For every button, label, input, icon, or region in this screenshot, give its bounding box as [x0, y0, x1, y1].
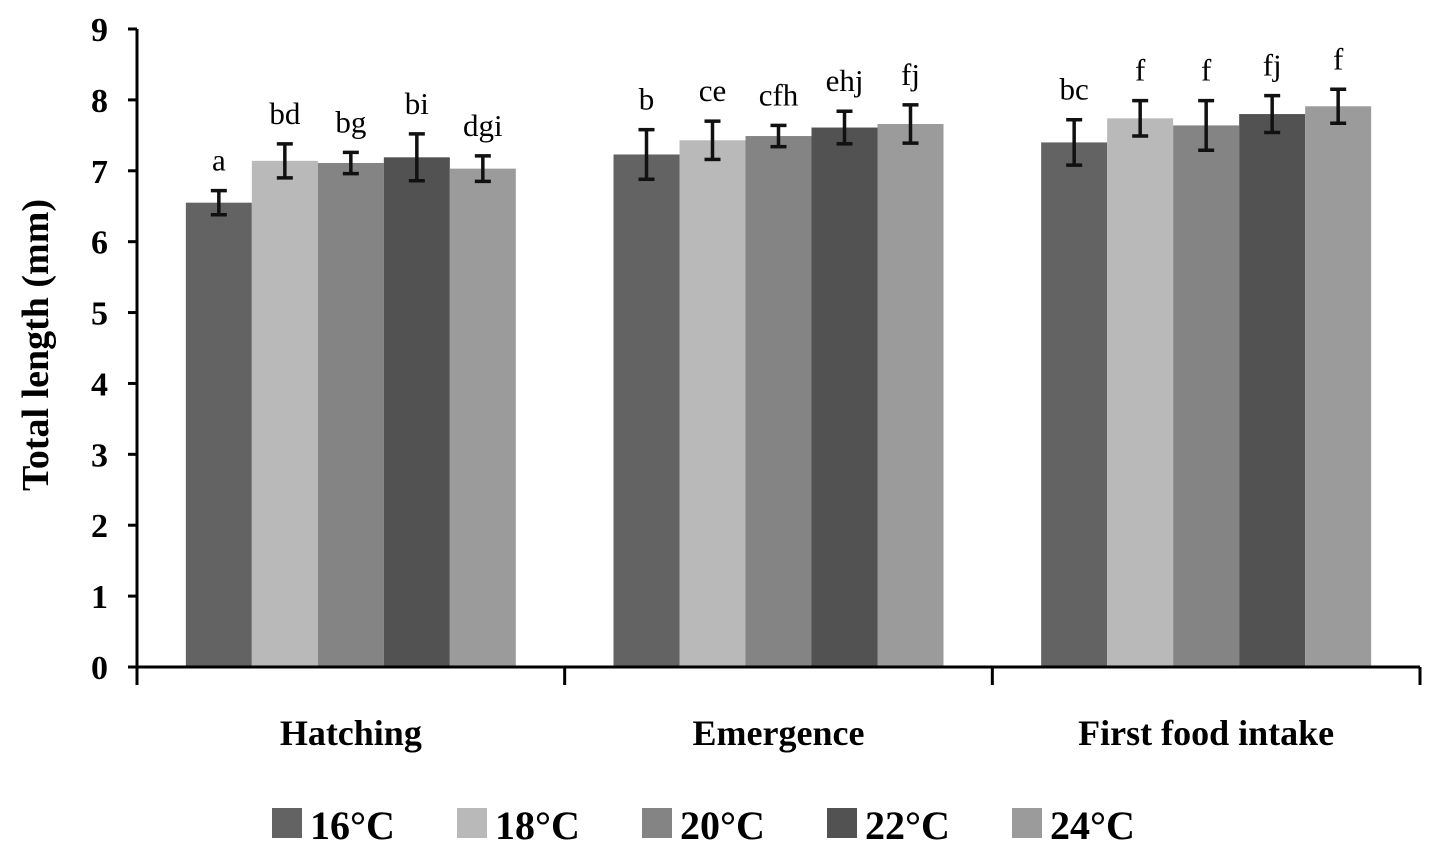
significance-label: ce	[699, 73, 727, 108]
significance-label: ehj	[826, 63, 864, 98]
legend-label: 22°C	[865, 803, 950, 847]
legend: 16°C 18°C 20°C 22°C 24°C	[272, 803, 1135, 847]
significance-label: f	[1201, 53, 1212, 88]
x-category-label: First food intake	[1078, 713, 1334, 753]
error-bar	[638, 127, 655, 182]
y-tick-label: 5	[91, 296, 108, 333]
significance-label: fj	[901, 57, 920, 92]
legend-label: 16°C	[310, 803, 395, 847]
legend-label: 18°C	[495, 803, 580, 847]
error-bar	[1066, 117, 1083, 167]
error-bar	[836, 109, 853, 146]
legend-item: 24°C	[1012, 803, 1135, 847]
significance-labels-layer: a b bc bd ce f bg cfh f bi ehj fj dgi fj f	[212, 41, 1344, 177]
error-bar	[770, 123, 787, 149]
bar-18°C-Emergence	[679, 140, 746, 668]
y-tick-label: 8	[91, 83, 108, 120]
bar-20°C-Emergence	[745, 136, 812, 667]
bars-layer	[185, 106, 1372, 668]
significance-label: f	[1135, 53, 1146, 88]
bar-24°C-First food intake	[1305, 106, 1372, 667]
bar-18°C-First food intake	[1107, 118, 1174, 667]
error-bar	[474, 154, 491, 184]
legend-label: 24°C	[1050, 803, 1135, 847]
error-bar	[1264, 93, 1281, 135]
y-tick-label: 0	[91, 650, 108, 687]
significance-label: b	[639, 82, 655, 117]
legend-label: 20°C	[680, 803, 765, 847]
significance-label: dgi	[463, 108, 503, 143]
legend-item: 16°C	[272, 803, 395, 847]
bar-16°C-First food intake	[1041, 142, 1108, 667]
error-bar	[342, 150, 359, 176]
legend-swatch	[1012, 808, 1042, 838]
bar-22°C-Emergence	[811, 127, 878, 668]
bar-24°C-Emergence	[877, 123, 944, 668]
bar-22°C-Hatching	[383, 157, 450, 667]
legend-swatch	[272, 808, 302, 838]
error-bar	[276, 142, 293, 180]
legend-swatch	[457, 808, 487, 838]
y-tick-label: 6	[91, 225, 108, 262]
significance-label: bg	[335, 104, 366, 139]
error-bar	[902, 103, 919, 145]
y-tick-label: 1	[91, 579, 108, 616]
bar-20°C-First food intake	[1173, 125, 1240, 668]
error-bars-layer	[210, 87, 1347, 217]
bar-16°C-Hatching	[185, 202, 252, 667]
legend-swatch	[827, 808, 857, 838]
y-tick-label: 2	[91, 508, 108, 545]
significance-label: fj	[1263, 48, 1282, 83]
y-tick-label: 7	[91, 154, 108, 191]
error-bar	[1132, 98, 1149, 138]
error-bar	[408, 132, 425, 183]
bar-16°C-Emergence	[613, 154, 680, 667]
bar-22°C-First food intake	[1239, 114, 1306, 668]
legend-swatch	[642, 808, 672, 838]
y-tick-label: 9	[91, 12, 108, 49]
bar-24°C-Hatching	[449, 168, 516, 667]
error-bar	[210, 188, 227, 217]
legend-item: 22°C	[827, 803, 950, 847]
significance-label: cfh	[759, 77, 799, 112]
x-category-label: Emergence	[693, 713, 865, 753]
y-tick-label: 3	[91, 437, 108, 474]
significance-label: bd	[269, 96, 301, 131]
significance-label: bi	[405, 86, 430, 121]
x-category-label: Hatching	[280, 713, 422, 753]
y-axis-label: Total length (mm)	[15, 199, 57, 491]
x-category-labels: Hatching Emergence First food intake	[280, 713, 1334, 753]
error-bar	[1198, 98, 1215, 152]
bar-20°C-Hatching	[317, 162, 384, 668]
significance-label: bc	[1060, 72, 1089, 107]
error-bar	[704, 119, 721, 162]
y-tick-labels: 0 1 2 3 4 5 6 7 8 9	[91, 12, 108, 687]
legend-item: 18°C	[457, 803, 580, 847]
significance-label: a	[212, 143, 226, 178]
significance-label: f	[1333, 41, 1344, 76]
error-bar	[1330, 87, 1347, 126]
bar-18°C-Hatching	[251, 160, 318, 667]
axes	[128, 27, 1422, 685]
legend-item: 20°C	[642, 803, 765, 847]
y-tick-label: 4	[91, 366, 108, 403]
